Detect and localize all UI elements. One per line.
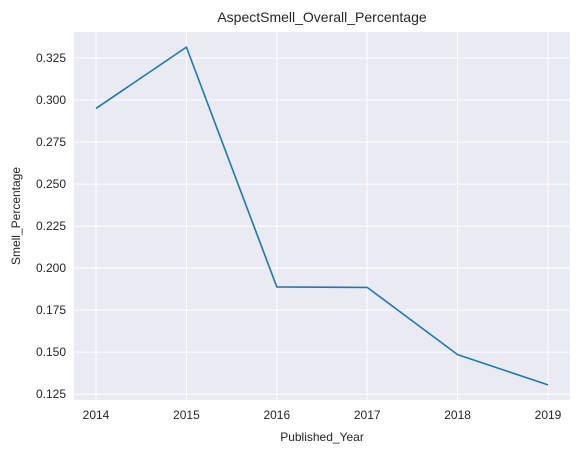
- y-tick-label: 0.200: [36, 261, 66, 275]
- x-tick-label: 2017: [354, 408, 381, 422]
- y-axis-label: Smell_Percentage: [9, 167, 23, 265]
- x-tick-label: 2014: [83, 408, 110, 422]
- y-tick-label: 0.300: [36, 93, 66, 107]
- y-tick-label: 0.225: [36, 219, 66, 233]
- x-tick-label: 2018: [444, 408, 471, 422]
- y-tick-label: 0.175: [36, 303, 66, 317]
- y-gridlines: [74, 57, 570, 395]
- x-axis-label: Published_Year: [280, 430, 364, 444]
- y-tick-label: 0.125: [36, 387, 66, 401]
- y-tick-label: 0.250: [36, 177, 66, 191]
- y-tick-labels: 0.125 0.150 0.175 0.200 0.225 0.250 0.275 0.300…: [36, 51, 66, 401]
- x-tick-label: 2016: [263, 408, 290, 422]
- x-tick-label: 2015: [173, 408, 200, 422]
- y-tick-label: 0.325: [36, 51, 66, 65]
- x-gridlines: [95, 32, 549, 400]
- chart-title: AspectSmell_Overall_Percentage: [217, 9, 427, 25]
- x-tick-labels: 2014 2015 2016 2017 2018 2019: [83, 408, 562, 422]
- series-line: [95, 46, 549, 386]
- y-tick-label: 0.275: [36, 135, 66, 149]
- y-tick-label: 0.150: [36, 345, 66, 359]
- x-tick-label: 2019: [535, 408, 562, 422]
- plot-area: [74, 32, 570, 400]
